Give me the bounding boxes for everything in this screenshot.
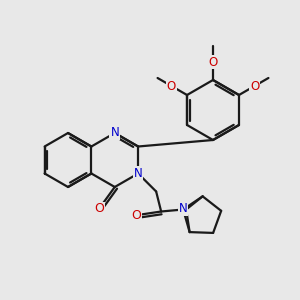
Text: O: O <box>131 209 141 222</box>
Text: O: O <box>94 202 104 215</box>
Text: O: O <box>250 80 259 92</box>
Text: O: O <box>167 80 176 92</box>
Text: O: O <box>208 56 217 68</box>
Text: N: N <box>134 167 142 180</box>
Text: N: N <box>179 202 188 215</box>
Text: N: N <box>110 126 119 139</box>
